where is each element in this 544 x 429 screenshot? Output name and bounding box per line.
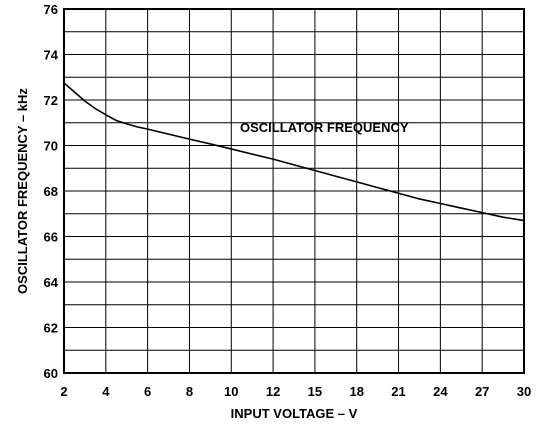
y-tick-label: 66 bbox=[44, 230, 58, 245]
x-tick-label: 12 bbox=[266, 384, 280, 399]
y-tick-label: 70 bbox=[44, 139, 58, 154]
x-tick-label: 8 bbox=[186, 384, 193, 399]
curve-annotation: OSCILLATOR FREQUENCY bbox=[240, 120, 409, 135]
y-axis-title: OSCILLATOR FREQUENCY – kHz bbox=[15, 88, 30, 294]
y-tick-label: 64 bbox=[44, 275, 59, 290]
x-tick-label: 30 bbox=[517, 384, 531, 399]
x-tick-label: 4 bbox=[102, 384, 110, 399]
x-tick-label: 15 bbox=[308, 384, 322, 399]
x-tick-label: 2 bbox=[60, 384, 67, 399]
x-tick-label: 6 bbox=[144, 384, 151, 399]
x-tick-label: 18 bbox=[349, 384, 363, 399]
y-tick-label: 68 bbox=[44, 184, 58, 199]
x-tick-label: 24 bbox=[433, 384, 448, 399]
y-tick-label: 60 bbox=[44, 366, 58, 381]
plot-frame bbox=[63, 8, 525, 374]
y-tick-label: 74 bbox=[44, 48, 59, 63]
y-tick-label: 76 bbox=[44, 2, 58, 17]
y-tick-labels: 60 62 64 66 68 70 72 74 76 bbox=[44, 2, 59, 381]
x-tick-label: 27 bbox=[475, 384, 489, 399]
x-tick-label: 21 bbox=[391, 384, 405, 399]
x-axis-title: INPUT VOLTAGE – V bbox=[231, 406, 358, 421]
x-tick-labels: 2 4 6 8 10 12 15 18 21 24 27 30 bbox=[60, 384, 531, 399]
series-line bbox=[63, 82, 525, 222]
y-tick-label: 72 bbox=[44, 93, 58, 108]
grid bbox=[64, 9, 524, 373]
y-tick-label: 62 bbox=[44, 321, 58, 336]
x-tick-label: 10 bbox=[224, 384, 238, 399]
